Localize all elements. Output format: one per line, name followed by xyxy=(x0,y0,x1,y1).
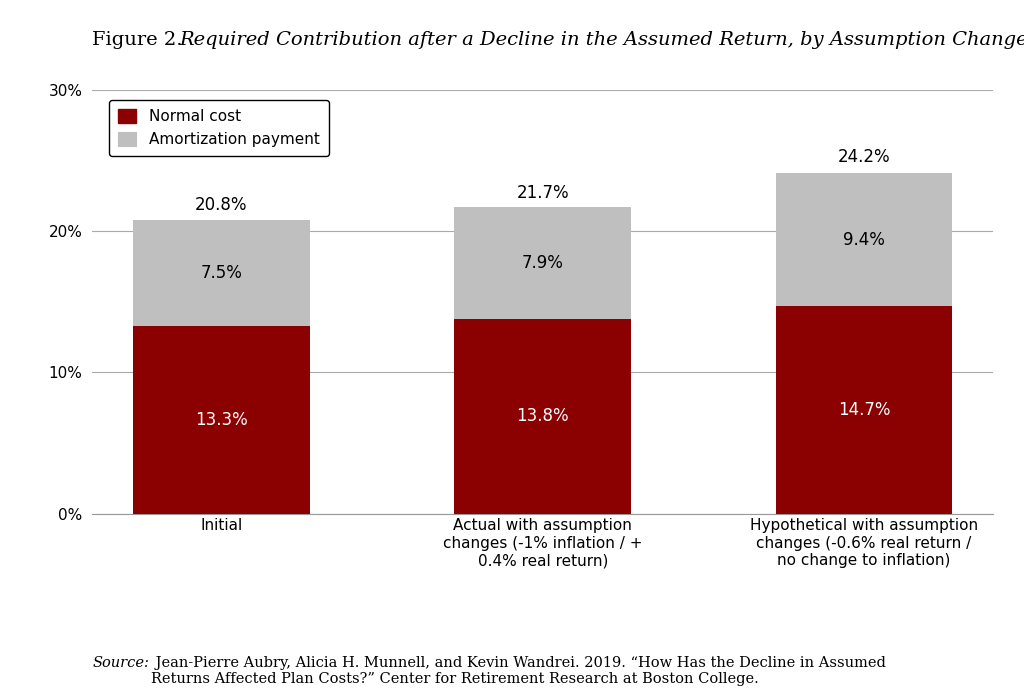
Text: 24.2%: 24.2% xyxy=(838,149,890,167)
Text: Figure 2.: Figure 2. xyxy=(92,31,188,49)
Bar xyxy=(455,208,631,319)
Text: 13.3%: 13.3% xyxy=(196,411,248,429)
Bar xyxy=(775,306,952,514)
Bar xyxy=(133,326,310,514)
Bar xyxy=(775,174,952,306)
Text: 13.8%: 13.8% xyxy=(516,407,569,425)
Text: 14.7%: 14.7% xyxy=(838,401,890,419)
Bar xyxy=(455,319,631,514)
Text: Required Contribution after a Decline in the Assumed Return, by Assumption Chang: Required Contribution after a Decline in… xyxy=(179,31,1024,49)
Text: 7.5%: 7.5% xyxy=(201,264,243,282)
Bar xyxy=(133,220,310,326)
Text: 7.9%: 7.9% xyxy=(522,254,563,272)
Legend: Normal cost, Amortization payment: Normal cost, Amortization payment xyxy=(109,100,329,156)
Text: 21.7%: 21.7% xyxy=(516,184,569,202)
Text: Source:: Source: xyxy=(92,656,150,670)
Text: Jean-Pierre Aubry, Alicia H. Munnell, and Kevin Wandrei. 2019. “How Has the Decl: Jean-Pierre Aubry, Alicia H. Munnell, an… xyxy=(151,656,886,686)
Text: 20.8%: 20.8% xyxy=(196,196,248,214)
Text: 9.4%: 9.4% xyxy=(843,231,885,249)
